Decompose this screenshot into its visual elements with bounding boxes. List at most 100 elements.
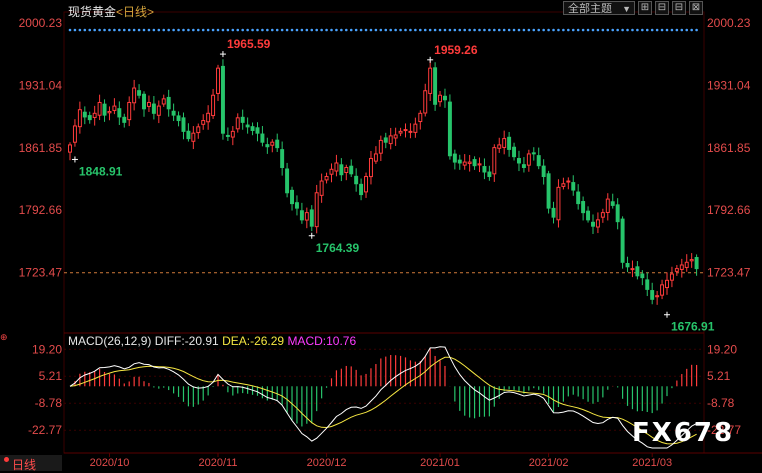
signal-dot [137,28,141,32]
candle-body [216,67,220,94]
candle-body [280,149,285,168]
signal-dot [256,28,259,32]
candle-body [610,201,615,206]
restore-icon[interactable]: ⊟ [672,1,686,15]
signal-dot [379,28,383,32]
signal-dot [167,28,170,32]
signal-dot [83,28,87,32]
candle-body [615,204,620,223]
theme-selector[interactable]: 全部主题 ▼ [563,1,635,15]
y-tick-label-right: 1723.47 [707,266,751,280]
candle-body [502,138,507,148]
chart-title: 现货黄金<日线> [68,3,154,20]
period-switcher[interactable]: 日线 [0,455,62,472]
signal-dot [542,28,545,32]
candle-body [650,290,655,300]
period-indicator-icon [4,457,9,462]
candle-body [665,279,669,289]
signal-dot [473,28,476,32]
signal-dot [320,28,323,32]
candle-body [457,159,462,164]
period-tag: <日线> [116,5,155,19]
x-tick-label: 2020/10 [90,457,130,469]
candle-body [428,67,433,94]
signal-dot [113,28,116,32]
signal-dot [557,28,560,32]
x-tick-label: 2020/11 [199,457,238,469]
candle-body [191,132,196,142]
minimize-icon[interactable]: ⊟ [655,1,669,15]
signal-dot [192,28,195,32]
signal-dot [122,28,126,32]
close-icon[interactable]: ⊠ [689,1,703,15]
candle-body [146,101,151,107]
y-tick-label-left: 2000.23 [19,16,63,30]
macd-tick-right: 19.20 [707,342,737,356]
y-tick-label-right: 1861.85 [707,141,751,155]
candle-body [517,158,521,164]
signal-dot [330,28,333,32]
y-tick-label-right: 2000.23 [707,16,751,30]
macd-tick-left: 19.20 [32,342,62,356]
signal-dot [78,28,82,32]
signal-dot [384,28,388,32]
candle-body [304,212,309,221]
signal-dot [335,28,338,32]
macd-tick-left: -8.78 [35,396,63,410]
extreme-label: 1965.59 [227,37,271,51]
signal-dot [394,28,397,32]
candle-body [349,165,354,175]
signal-dot [374,28,378,32]
signal-dot [690,28,693,32]
candle-body [107,111,112,114]
candle-body [97,101,102,116]
signal-dot [512,28,516,32]
signal-dot [236,28,240,32]
signal-dot [468,28,471,32]
signal-dot [275,28,279,32]
signal-dot [364,28,368,32]
candle-body [383,137,388,143]
candle-body [151,103,156,114]
signal-dot [270,28,274,32]
signal-dot [216,28,220,32]
y-tick-label-right: 1931.04 [707,78,751,92]
signal-dot [621,28,624,32]
layout-grid-icon[interactable]: ⊞ [638,1,652,15]
dea-line [69,356,697,445]
candle-body [359,183,364,196]
candle-body [630,268,635,271]
candle-body [156,105,161,116]
candle-body [166,96,171,110]
signal-dot [201,28,205,32]
signal-dot [349,28,353,32]
signal-dot [290,28,294,32]
candle-body [87,115,92,121]
signal-dot [419,28,422,32]
signal-dot [359,28,363,32]
candle-body [477,163,482,166]
extreme-label: 1848.91 [79,164,123,178]
signal-dot [631,28,634,32]
candle-body [132,87,137,104]
candle-body [433,67,438,105]
candle-body [669,273,674,281]
candle-body [127,101,132,121]
candle-body [240,116,245,123]
macd-legend: MACD(26,12,9) DIFF:-20.91 DEA:-26.29 MAC… [68,334,356,348]
candle-body [655,295,660,298]
signal-dot [650,28,654,32]
candle-body [329,168,334,175]
signal-dot [280,28,284,32]
candle-body [546,173,551,209]
candle-body [230,130,235,138]
candle-body [171,110,176,116]
candle-body [561,183,566,187]
candle-body [265,144,270,148]
collapse-marker-icon[interactable]: ⊕ [0,332,8,342]
signal-dot [670,28,674,32]
candle-body [541,165,546,178]
candle-body [388,135,393,145]
candle-body [112,105,117,111]
